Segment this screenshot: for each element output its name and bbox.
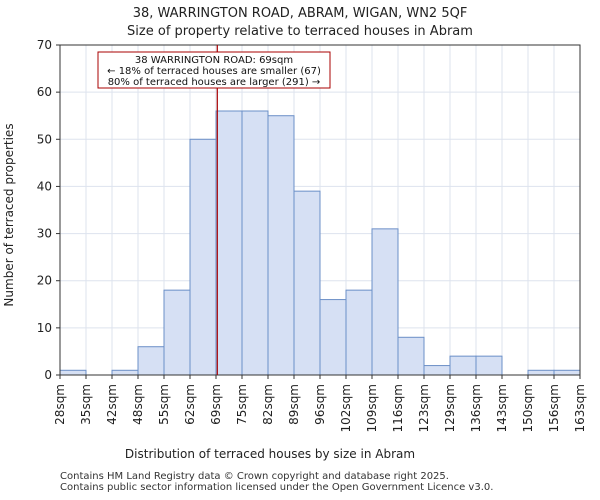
bar bbox=[137, 346, 165, 376]
bar bbox=[371, 228, 399, 376]
y-tick-label: 70 bbox=[37, 38, 52, 52]
x-tick-label: 35sqm bbox=[79, 384, 93, 425]
bar bbox=[397, 336, 425, 376]
x-axis-label: Distribution of terraced houses by size … bbox=[125, 447, 415, 461]
x-tick-label: 42sqm bbox=[105, 384, 119, 425]
x-tick-label: 75sqm bbox=[235, 384, 249, 425]
bar bbox=[345, 289, 373, 376]
y-tick-label: 50 bbox=[37, 132, 52, 146]
x-tick-label: 150sqm bbox=[521, 384, 535, 432]
x-tick-label: 143sqm bbox=[495, 384, 509, 432]
x-tick-label: 156sqm bbox=[547, 384, 561, 432]
x-tick-label: 69sqm bbox=[209, 384, 223, 425]
x-tick-label: 89sqm bbox=[287, 384, 301, 425]
x-tick-labels: 28sqm 35sqm 42sqm 48sqm 55sqm 62sqm 69sqm 75sqm… bbox=[53, 375, 587, 432]
bar bbox=[163, 289, 191, 376]
y-tick-label: 60 bbox=[37, 85, 52, 99]
y-tick-label: 0 bbox=[44, 368, 52, 382]
x-tick-label: 116sqm bbox=[391, 384, 405, 432]
histogram-chart: 38, WARRINGTON ROAD, ABRAM, WIGAN, WN2 5… bbox=[2, 6, 587, 461]
bar bbox=[449, 355, 477, 376]
x-tick-label: 129sqm bbox=[443, 384, 457, 432]
x-tick-label: 48sqm bbox=[131, 384, 145, 425]
chart-title-line-1: 38, WARRINGTON ROAD, ABRAM, WIGAN, WN2 5… bbox=[133, 6, 468, 21]
y-tick-labels: 0 10 20 30 40 50 60 70 bbox=[37, 38, 60, 382]
y-axis-label: Number of terraced properties bbox=[2, 123, 16, 306]
annotation-line: 80% of terraced houses are larger (291) … bbox=[108, 77, 321, 88]
x-tick-label: 62sqm bbox=[183, 384, 197, 425]
bar bbox=[215, 110, 243, 376]
bar bbox=[111, 369, 139, 376]
bar bbox=[475, 355, 503, 376]
footer-line-1: Contains HM Land Registry data © Crown c… bbox=[60, 471, 449, 482]
annotation-line: ← 18% of terraced houses are smaller (67… bbox=[107, 66, 321, 77]
property-marker: 38 WARRINGTON ROAD: 69sqm← 18% of terrac… bbox=[97, 45, 331, 375]
x-tick-label: 96sqm bbox=[313, 384, 327, 425]
bar bbox=[553, 369, 581, 376]
bar bbox=[293, 190, 321, 376]
x-tick-label: 109sqm bbox=[365, 384, 379, 432]
x-tick-label: 163sqm bbox=[573, 384, 587, 432]
x-tick-label: 102sqm bbox=[339, 384, 353, 432]
y-tick-label: 30 bbox=[37, 227, 52, 241]
bar bbox=[527, 369, 555, 376]
bar bbox=[189, 138, 217, 376]
annotation-line: 38 WARRINGTON ROAD: 69sqm bbox=[135, 55, 293, 66]
y-tick-label: 40 bbox=[37, 179, 52, 193]
annotation-box bbox=[97, 51, 331, 89]
x-tick-label: 82sqm bbox=[261, 384, 275, 425]
bar bbox=[59, 369, 87, 376]
bar bbox=[267, 115, 295, 376]
x-tick-label: 55sqm bbox=[157, 384, 171, 425]
bar bbox=[319, 299, 347, 376]
y-tick-label: 10 bbox=[37, 321, 52, 335]
footer-line-2: Contains public sector information licen… bbox=[60, 482, 494, 493]
chart-title-line-2: Size of property relative to terraced ho… bbox=[127, 24, 473, 39]
bars bbox=[59, 110, 581, 376]
bar bbox=[241, 110, 269, 376]
y-tick-label: 20 bbox=[37, 274, 52, 288]
x-tick-label: 136sqm bbox=[469, 384, 483, 432]
bar bbox=[423, 365, 451, 376]
x-tick-label: 123sqm bbox=[417, 384, 431, 432]
x-tick-label: 28sqm bbox=[53, 384, 67, 425]
